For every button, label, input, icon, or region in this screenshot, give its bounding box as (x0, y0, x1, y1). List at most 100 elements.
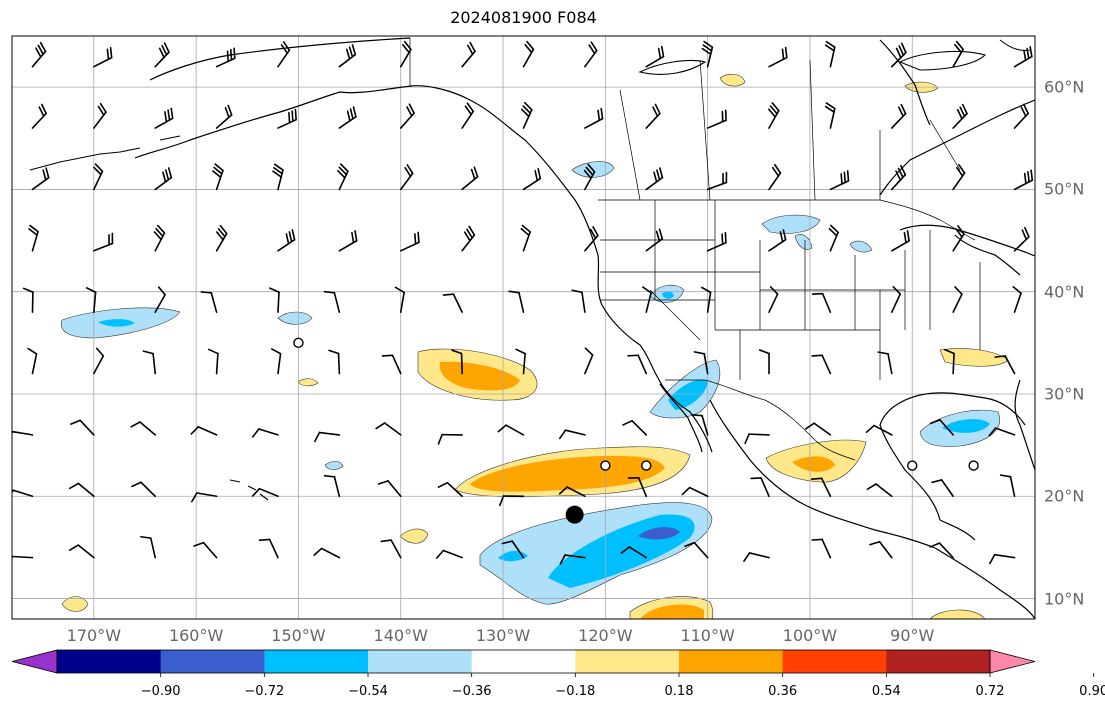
wind-barb (627, 476, 648, 498)
longitude-label: 90°W (890, 626, 935, 645)
colorbar-bin (575, 650, 680, 673)
wind-barb (28, 224, 39, 252)
wind-barb (829, 170, 850, 191)
colorbar (11, 649, 1095, 677)
wind-barb (399, 103, 415, 129)
wind-barb (12, 555, 34, 560)
wind-barb (323, 474, 341, 498)
ocean-background (12, 36, 1035, 619)
wind-barb (642, 286, 652, 313)
latitude-label: 20°N (1044, 486, 1085, 506)
wind-barb (768, 163, 782, 191)
wind-barb (499, 495, 525, 507)
wind-barb (645, 228, 664, 252)
wind-barb (338, 44, 357, 68)
wind-barb (952, 286, 963, 313)
wind-barb (93, 232, 114, 252)
negative-anomaly-region (277, 311, 313, 325)
wind-barb (399, 40, 412, 68)
wind-barb (338, 230, 358, 252)
wind-barb (501, 540, 525, 559)
positive-anomaly-core (439, 361, 520, 391)
longitude-label: 120°W (578, 626, 633, 645)
coastline-baja (657, 377, 713, 453)
province-border (619, 59, 961, 201)
colorbar-tick-label: 0.90 (1079, 684, 1105, 699)
open-circle-marker (641, 460, 652, 471)
wind-barb (989, 553, 1016, 565)
wind-barb (269, 287, 280, 313)
wind-barb (31, 41, 47, 68)
wind-barb (890, 286, 902, 313)
wind-barb (805, 422, 832, 436)
wind-barb (571, 289, 586, 313)
wind-barb (768, 286, 779, 313)
wind-barb (451, 349, 463, 375)
wind-barb (142, 350, 157, 375)
colorbar-tick-label: −0.72 (244, 684, 285, 699)
wind-barb (337, 163, 349, 191)
wind-barb (31, 167, 50, 191)
wind-barb (890, 230, 910, 252)
country-border-us-mexico (665, 379, 856, 461)
wind-barb (645, 103, 661, 129)
negative-anomaly-region (849, 240, 873, 253)
wind-barb (706, 231, 727, 252)
longitude-label: 110°W (680, 626, 735, 645)
negative-anomaly-core (662, 291, 674, 299)
wind-barb (744, 433, 770, 445)
wind-barb (869, 540, 893, 559)
wind-barb (313, 547, 341, 559)
wind-barbs (12, 40, 1034, 565)
wind-barb (828, 224, 839, 252)
wind-barb (693, 351, 709, 375)
colorbar-bin (368, 650, 473, 673)
latitude-label: 50°N (1044, 179, 1085, 199)
wind-barb (743, 552, 770, 562)
colorbar-bin (679, 650, 784, 673)
wind-barb (701, 286, 712, 313)
wind-barb (153, 224, 166, 252)
colorbar-bin (471, 650, 576, 673)
wind-barb (520, 101, 533, 129)
wind-barb (645, 45, 665, 68)
wind-barb (890, 103, 907, 129)
arctic-islands (638, 59, 707, 75)
wind-barb (437, 481, 463, 498)
colorbar-tick-label: 0.18 (664, 684, 694, 699)
wind-barb (558, 486, 586, 498)
wind-barb (890, 164, 907, 191)
wind-barb (706, 109, 727, 129)
map-frame (11, 35, 1036, 620)
wind-barb (435, 549, 463, 559)
wind-barb (559, 554, 586, 565)
coastlines (134, 37, 1035, 619)
colorbar-bin (57, 650, 162, 673)
colorbar-tick-label: −0.90 (140, 684, 181, 699)
wind-barb (191, 492, 218, 503)
negative-anomaly-region (324, 461, 344, 470)
colorbar-tick-label: −0.36 (451, 684, 492, 699)
wind-barb (645, 167, 664, 191)
coastline-central-america (934, 519, 1035, 619)
positive-anomaly-core (792, 456, 835, 472)
wind-barb (584, 107, 604, 129)
wind-barb (215, 47, 236, 68)
arctic-islands (898, 50, 987, 71)
longitude-label: 160°W (168, 626, 224, 645)
wind-barb (1013, 103, 1029, 129)
wind-barb (497, 424, 525, 436)
wind-barb (706, 171, 728, 191)
colorbar-bin (160, 650, 265, 673)
wind-barb (750, 477, 770, 498)
wind-barb (811, 354, 832, 375)
colorbar-bin (264, 650, 369, 673)
wind-barb (929, 542, 954, 559)
wind-barb (380, 539, 402, 559)
wind-barb (508, 290, 525, 313)
wind-barb (999, 474, 1016, 498)
colorbar-bin (886, 650, 991, 673)
positive-anomaly-region (297, 378, 319, 387)
colorbar-tick-label: 0.54 (871, 684, 901, 699)
